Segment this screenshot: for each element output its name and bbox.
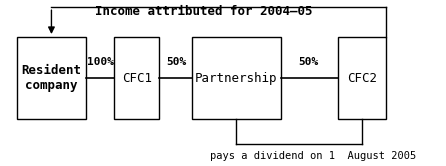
Text: CFC2: CFC2 [347,72,377,84]
FancyBboxPatch shape [338,37,386,119]
Text: CFC1: CFC1 [122,72,152,84]
FancyBboxPatch shape [114,37,159,119]
Text: Partnership: Partnership [195,72,277,84]
FancyBboxPatch shape [17,37,86,119]
Text: pays a dividend on 1  August 2005: pays a dividend on 1 August 2005 [210,151,416,161]
Text: 100%: 100% [87,57,114,67]
Text: Income attributed for 2004–05: Income attributed for 2004–05 [95,5,313,18]
Text: 50%: 50% [298,57,318,67]
Text: Resident
company: Resident company [21,64,82,92]
Text: 50%: 50% [166,57,186,67]
FancyBboxPatch shape [191,37,281,119]
